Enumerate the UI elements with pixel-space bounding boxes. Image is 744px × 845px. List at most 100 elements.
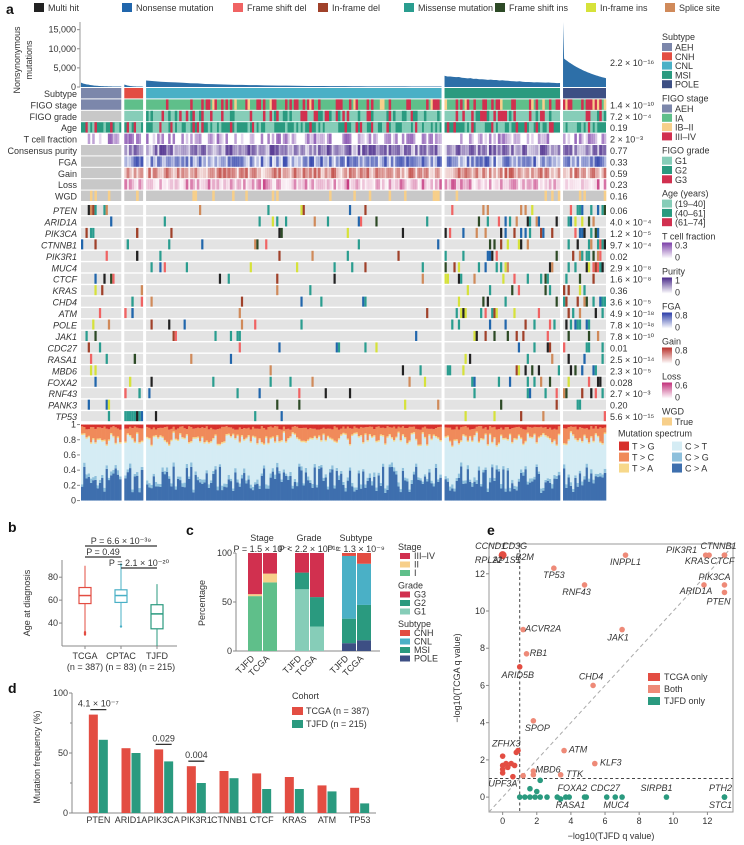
track-cell (506, 167, 510, 179)
track-cell (183, 145, 187, 156)
track-cell (574, 156, 577, 167)
track-cell (355, 167, 359, 179)
track-cell (154, 145, 158, 156)
mutation-cell (218, 273, 222, 284)
spectrum-bar-segment (439, 426, 442, 441)
track-cell (574, 145, 577, 156)
mutation-cell (415, 330, 418, 341)
track-cell (542, 179, 545, 190)
track-cell (555, 179, 559, 190)
track-cell-bg (81, 133, 122, 144)
track-cell (243, 167, 246, 179)
spectrum-bar-segment (364, 427, 367, 434)
spectrum-bar-segment (276, 435, 279, 437)
track-cell (136, 133, 139, 144)
track-cell (133, 179, 137, 190)
spectrum-bar-segment (291, 424, 295, 427)
legend-swatch (662, 166, 672, 174)
spectrum-bar-segment (298, 466, 301, 501)
track-cell (565, 99, 568, 110)
e-point-UPF3A (510, 773, 516, 780)
spectrum-bar-segment (331, 469, 334, 501)
mutation-cell (574, 227, 577, 238)
mutation-cell (484, 262, 487, 273)
spectrum-bar-segment (83, 466, 86, 501)
spectrum-bar-segment (293, 424, 297, 427)
track-cell (553, 179, 556, 190)
track-cell (364, 145, 367, 156)
track-cell (455, 167, 459, 179)
spectrum-bar-segment (428, 424, 431, 429)
gene-row-bg (146, 250, 442, 261)
mutation-cell (537, 216, 541, 227)
mutation-cell (444, 273, 447, 284)
spectrum-bar-segment (576, 429, 580, 441)
track-cell (148, 167, 151, 179)
spectrum-bar-segment (377, 475, 381, 501)
track-cell (212, 122, 215, 133)
track-cell (320, 179, 323, 190)
spectrum-bar-segment (179, 476, 182, 481)
track-cell (163, 156, 167, 167)
spectrum-bar-segment (406, 424, 409, 428)
gene-row-bg (444, 330, 561, 341)
spectrum-bar-segment (417, 477, 420, 480)
spectrum-bar-segment (101, 424, 104, 429)
track-cell (567, 145, 571, 156)
track-cell (348, 99, 352, 110)
spectrum-bar-segment (524, 424, 528, 430)
mutation-cell (569, 205, 573, 216)
spectrum-bar-segment (326, 428, 330, 436)
spectrum-bar-segment (410, 432, 414, 435)
spectrum-bar-segment (311, 487, 314, 501)
track-cell (393, 156, 396, 167)
track-cell (565, 179, 568, 190)
track-cell (574, 133, 577, 144)
spectrum-bar-segment (232, 428, 235, 434)
e-point-label: CD3G (502, 541, 527, 551)
spectrum-bar-segment (412, 426, 416, 433)
spectrum-bar-segment (457, 429, 461, 444)
spectrum-bar-segment (212, 424, 215, 430)
track-p-value: 0.77 (610, 146, 628, 156)
track-cell (124, 145, 127, 156)
spectrum-bar-segment (199, 442, 202, 479)
spectrum-bar-segment (475, 483, 479, 501)
spectrum-bar-segment (415, 466, 418, 501)
mutation-cell (475, 330, 478, 341)
track-cell (254, 156, 257, 167)
spectrum-bar-segment (251, 490, 255, 501)
e-point-label: ARID1A (679, 586, 713, 596)
track-cell (421, 145, 425, 156)
spectrum-bar-segment (289, 437, 292, 472)
track-cell (172, 122, 176, 133)
spectrum-bar-segment (344, 428, 348, 434)
mutation-cell (357, 216, 360, 227)
track-cell (146, 110, 149, 122)
mutation-cell (576, 296, 579, 307)
mutation-cell (89, 205, 93, 216)
spectrum-bar-segment (223, 486, 226, 501)
mutation-cell (364, 205, 367, 216)
track-cell (227, 179, 231, 190)
c-y-tick: 50 (222, 597, 232, 607)
spectrum-bar-segment (154, 481, 158, 487)
spectrum-bar-segment (468, 424, 472, 430)
spectrum-bar-segment (238, 486, 242, 501)
track-cell (599, 110, 602, 122)
spectrum-bar-segment (146, 424, 149, 427)
track-cell (462, 167, 465, 179)
spectrum-bar-segment (190, 424, 193, 428)
spectrum-bar-segment (114, 424, 118, 428)
spectrum-bar-segment (437, 424, 440, 428)
spectrum-bar-segment (473, 424, 476, 429)
track-cell (502, 179, 505, 190)
mutation-cell (484, 330, 487, 341)
spectrum-bar-segment (247, 424, 251, 428)
spectrum-bar-segment (168, 444, 171, 446)
track-cell (553, 156, 556, 167)
spectrum-bar-segment (96, 488, 100, 501)
spectrum-bar-segment (596, 437, 600, 474)
e-point-label: RASA1 (556, 800, 586, 810)
track-cell (346, 110, 350, 122)
